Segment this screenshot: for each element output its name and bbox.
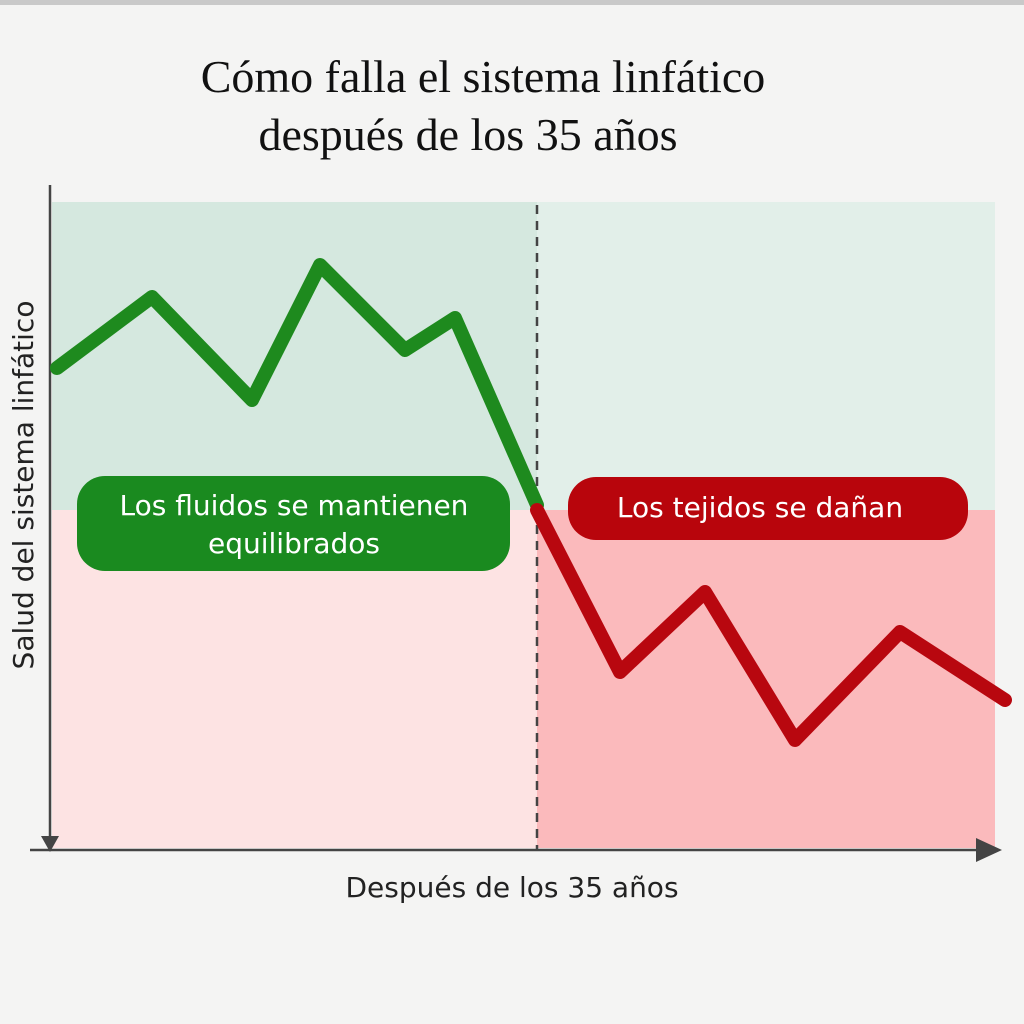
label-pill (568, 477, 968, 540)
label-text: equilibrados (208, 527, 380, 560)
label-pill (77, 476, 510, 571)
x-arrow (976, 838, 1002, 862)
decline-line (530, 503, 1012, 747)
y-arrow (41, 836, 59, 852)
title-line: después de los 35 años (258, 109, 677, 160)
health-line (50, 258, 544, 512)
quadrant (537, 202, 995, 510)
label-text: Los fluidos se mantienen (120, 489, 469, 522)
title-line: Cómo falla el sistema linfático (201, 51, 766, 102)
quadrant (52, 202, 537, 510)
label-text: Los tejidos se dañan (617, 491, 903, 524)
x-axis-label: Después de los 35 años (345, 871, 678, 904)
y-axis-label: Salud del sistema linfático (7, 301, 40, 670)
top-border (0, 0, 1024, 5)
